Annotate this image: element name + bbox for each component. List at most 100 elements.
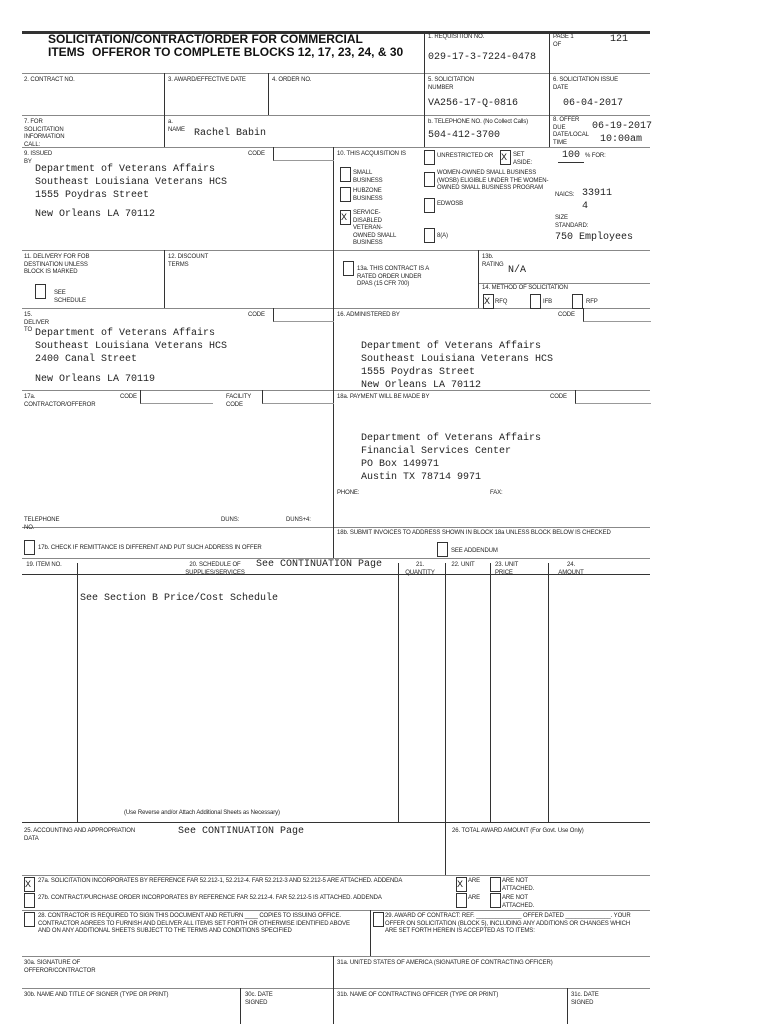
rfq-checkbox[interactable]: X [483, 294, 494, 309]
edwosb-checkbox[interactable] [424, 198, 435, 213]
divider [22, 910, 650, 911]
vdivider [548, 563, 549, 822]
total-award-label: 26. TOTAL AWARD AMOUNT (For Govt. Use On… [452, 828, 584, 834]
remittance-label: 17b. CHECK IF REMITTANCE IS DIFFERENT AN… [38, 545, 262, 551]
vdivider [398, 563, 399, 822]
divider [22, 558, 650, 559]
code-label: CODE [248, 312, 265, 318]
col-item-no: 19. ITEM NO. [26, 562, 62, 568]
ifb-label: IFB [543, 299, 553, 305]
fax-label: FAX: [490, 490, 503, 496]
code-label: CODE [550, 394, 567, 400]
col-schedule: 20. SCHEDULE OF SUPPLIES/SERVICES [185, 562, 245, 576]
vdivider [370, 910, 371, 956]
solicitation-number-value: VA256-17-Q-0816 [428, 98, 519, 109]
divider [22, 875, 650, 876]
offer-due-label: 8. OFFER DUE DATE/LOCAL TIME [553, 117, 589, 146]
size-standard-value: 750 Employees [555, 232, 634, 243]
vdivider [268, 73, 269, 115]
name-label: a. NAME [168, 119, 185, 133]
accounting-value: See CONTINUATION Page [178, 826, 305, 837]
27a-are-checkbox[interactable]: X [456, 877, 467, 892]
unrestricted-label: UNRESTRICTED OR [437, 153, 494, 159]
continuation-note: See CONTINUATION Page [256, 559, 383, 570]
unrestricted-checkbox[interactable] [424, 150, 435, 165]
facility-code-label: FACILITY CODE [226, 394, 252, 408]
clause-29: 29. AWARD OF CONTRACT: REF. ____________… [385, 913, 631, 934]
deliver-line: 2400 Canal Street [35, 354, 138, 365]
issued-line: New Orleans LA 70112 [35, 209, 156, 220]
payment-code-field[interactable] [575, 390, 651, 404]
see-addendum-checkbox[interactable] [437, 542, 448, 557]
solicitation-number-label: 5. SOLICITATION NUMBER [428, 77, 474, 91]
fob-label: 11. DELIVERY FOR FOB DESTINATION UNLESS … [24, 254, 90, 275]
facility-code-field[interactable] [262, 390, 334, 404]
duns4-label: DUNS+4: [286, 517, 311, 523]
divider [478, 283, 650, 284]
sdvosb-checkbox[interactable]: X [340, 210, 351, 225]
code-label: CODE [558, 312, 575, 318]
discount-terms-label: 12. DISCOUNT TERMS [168, 254, 209, 268]
naics-value: 339114 [582, 188, 613, 212]
admin-line: New Orleans LA 70112 [361, 380, 482, 391]
admin-code-field[interactable] [583, 308, 651, 322]
deliver-to-label: 15. DELIVER TO [24, 312, 49, 333]
wosb-checkbox[interactable] [424, 172, 435, 187]
rfp-checkbox[interactable] [572, 294, 583, 309]
telephone-no-label: TELEPHONE NO. [24, 517, 60, 531]
divider [22, 822, 650, 823]
27a-checkbox[interactable]: X [24, 877, 35, 892]
col-unit-price: 23. UNIT PRICE [495, 562, 519, 576]
edwosb-label: EDWOSB [437, 201, 464, 207]
vdivider [240, 988, 241, 1024]
see-addendum-label: SEE ADDENDUM [451, 548, 498, 554]
page-label: PAGE 1 OF [553, 34, 574, 48]
telephone-label: b. TELEPHONE NO. (No Collect Calls) [428, 119, 529, 125]
code-label: CODE [120, 394, 137, 400]
code-label: CODE [248, 151, 265, 157]
see-schedule-checkbox[interactable] [35, 284, 46, 299]
divider [22, 390, 650, 391]
set-aside-checkbox[interactable]: X [500, 150, 511, 165]
remittance-checkbox[interactable] [24, 540, 35, 555]
28-checkbox[interactable] [24, 912, 35, 927]
divider [22, 147, 650, 148]
27b-checkbox[interactable] [24, 893, 35, 908]
administered-by-label: 16. ADMINISTERED BY [337, 312, 400, 318]
size-standard-label: SIZE STANDARD: [555, 215, 589, 229]
8a-checkbox[interactable] [424, 228, 435, 243]
ifb-checkbox[interactable] [530, 294, 541, 309]
payment-label: 18a. PAYMENT WILL BE MADE BY [337, 394, 430, 400]
hubzone-checkbox[interactable] [340, 187, 351, 202]
contractor-code-field[interactable] [140, 390, 213, 404]
signer-date-label: 30c. DATE SIGNED [245, 992, 273, 1006]
issued-line: 1555 Poydras Street [35, 190, 150, 201]
form-title-items: ITEMS [48, 45, 85, 59]
divider [22, 115, 650, 116]
signature-offeror-label: 30a. SIGNATURE OF OFFEROR/CONTRACTOR [24, 960, 96, 974]
27a-are-not-checkbox[interactable] [490, 877, 501, 892]
8a-label: 8(A) [437, 233, 448, 239]
divider [22, 527, 650, 528]
rated-order-checkbox[interactable] [343, 261, 354, 276]
page-total: 121 [610, 34, 629, 45]
col-amount: 24. AMOUNT [558, 562, 584, 576]
schedule-body: See Section B Price/Cost Schedule [80, 593, 279, 604]
info-call-label: 7. FOR SOLICITATION INFORMATION CALL: [24, 119, 65, 148]
27b-are-checkbox[interactable] [456, 893, 467, 908]
phone-label: PHONE: [337, 490, 360, 496]
contact-name: Rachel Babin [194, 128, 267, 139]
issued-code-field[interactable] [273, 147, 334, 161]
deliver-line: New Orleans LA 70119 [35, 374, 156, 385]
27b-are-not-checkbox[interactable] [490, 893, 501, 908]
vdivider [333, 956, 334, 1024]
deliver-code-field[interactable] [273, 308, 334, 322]
wosb-label: WOMEN-OWNED SMALL BUSINESS (WOSB) ELIGIB… [437, 170, 549, 191]
small-business-label: SMALL BUSINESS [353, 170, 383, 184]
additional-sheets-note: (Use Reverse and/or Attach Additional Sh… [124, 810, 280, 816]
29-checkbox[interactable] [373, 912, 384, 927]
vdivider [567, 988, 568, 1024]
divider [22, 308, 650, 309]
admin-line: 1555 Poydras Street [361, 367, 476, 378]
small-business-checkbox[interactable] [340, 167, 351, 182]
